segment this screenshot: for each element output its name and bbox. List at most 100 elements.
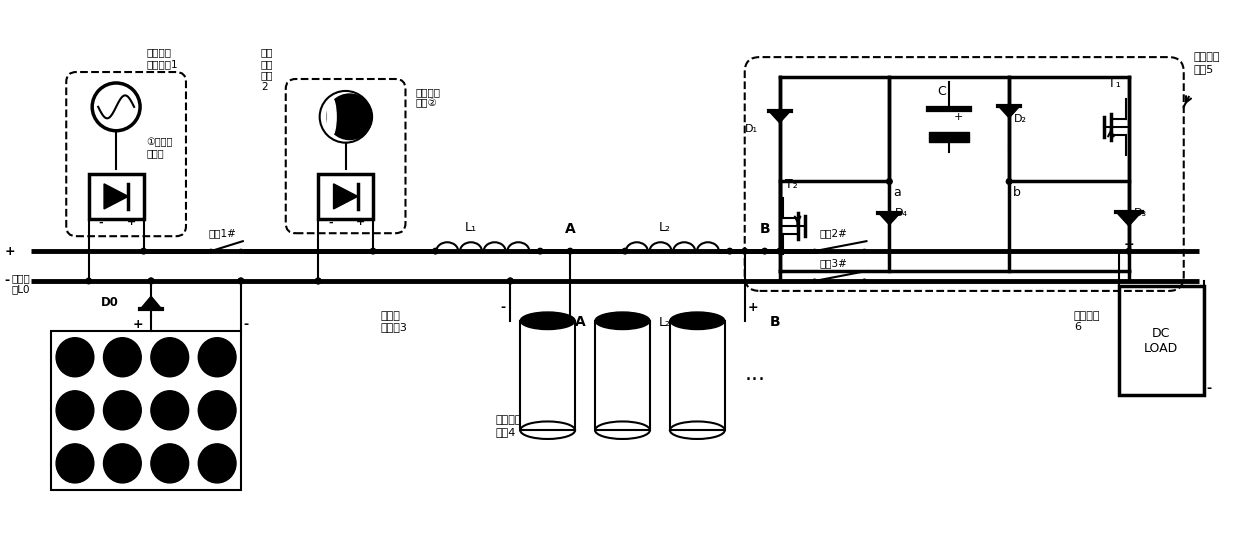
Circle shape bbox=[315, 278, 321, 284]
Text: 直流母
线L0: 直流母 线L0 bbox=[11, 273, 30, 295]
Text: D₁: D₁ bbox=[745, 124, 758, 134]
Polygon shape bbox=[998, 106, 1021, 118]
Ellipse shape bbox=[151, 338, 188, 377]
Bar bbox=[670, 321, 724, 430]
Text: DC
LOAD: DC LOAD bbox=[1145, 327, 1178, 355]
Text: 光伏发
电单元3: 光伏发 电单元3 bbox=[381, 311, 408, 332]
Circle shape bbox=[742, 249, 748, 254]
Bar bbox=[521, 321, 575, 430]
Polygon shape bbox=[1116, 212, 1142, 226]
Ellipse shape bbox=[151, 391, 188, 430]
Text: 开关2#: 开关2# bbox=[820, 228, 847, 238]
Circle shape bbox=[238, 278, 243, 284]
Ellipse shape bbox=[198, 391, 236, 430]
Circle shape bbox=[1007, 179, 1012, 184]
Text: +: + bbox=[955, 112, 963, 122]
Polygon shape bbox=[769, 111, 791, 123]
Polygon shape bbox=[878, 213, 900, 225]
Circle shape bbox=[149, 278, 154, 284]
Text: -: - bbox=[5, 274, 10, 288]
Text: 直流负载
6: 直流负载 6 bbox=[1074, 311, 1100, 332]
Bar bbox=[319, 174, 373, 219]
Circle shape bbox=[149, 278, 154, 284]
Text: 开关3#: 开关3# bbox=[820, 258, 847, 268]
Text: +: + bbox=[133, 318, 144, 331]
Circle shape bbox=[507, 278, 513, 284]
Bar bbox=[521, 321, 575, 430]
Circle shape bbox=[727, 249, 733, 254]
Text: L₂: L₂ bbox=[658, 316, 671, 329]
Ellipse shape bbox=[521, 312, 575, 329]
Text: 风力
发电
单元
2: 风力 发电 单元 2 bbox=[260, 47, 273, 92]
Ellipse shape bbox=[151, 444, 188, 483]
Text: b: b bbox=[1013, 186, 1021, 199]
Polygon shape bbox=[140, 296, 162, 310]
Text: C: C bbox=[937, 85, 946, 98]
Circle shape bbox=[812, 250, 816, 253]
Text: ···: ··· bbox=[745, 370, 766, 391]
Circle shape bbox=[86, 278, 92, 284]
Circle shape bbox=[622, 249, 627, 254]
Text: +: + bbox=[748, 301, 759, 314]
Polygon shape bbox=[104, 184, 128, 209]
Circle shape bbox=[433, 249, 438, 254]
Circle shape bbox=[812, 279, 816, 283]
Circle shape bbox=[887, 179, 893, 184]
Ellipse shape bbox=[103, 338, 141, 377]
Polygon shape bbox=[334, 184, 357, 209]
Circle shape bbox=[863, 279, 867, 283]
Text: -: - bbox=[1207, 382, 1211, 396]
Circle shape bbox=[210, 250, 213, 253]
Text: a: a bbox=[893, 186, 901, 199]
Ellipse shape bbox=[327, 98, 336, 136]
Circle shape bbox=[507, 278, 513, 284]
Bar bbox=[595, 321, 650, 430]
Circle shape bbox=[776, 249, 782, 254]
Text: +: + bbox=[1123, 238, 1135, 251]
Ellipse shape bbox=[103, 391, 141, 430]
Circle shape bbox=[537, 249, 543, 254]
Ellipse shape bbox=[198, 444, 236, 483]
Text: 稳压控制
电路5: 稳压控制 电路5 bbox=[1194, 52, 1220, 74]
Text: D₃: D₃ bbox=[1133, 208, 1147, 218]
Text: ①不可控
整流器: ①不可控 整流器 bbox=[146, 137, 172, 158]
Text: +: + bbox=[5, 245, 15, 258]
Text: L₁: L₁ bbox=[464, 221, 476, 234]
Circle shape bbox=[371, 249, 376, 254]
Text: T₁: T₁ bbox=[1107, 77, 1120, 90]
Circle shape bbox=[315, 278, 321, 284]
Ellipse shape bbox=[595, 312, 650, 329]
Text: 开关1#: 开关1# bbox=[208, 228, 237, 238]
Circle shape bbox=[239, 250, 243, 253]
Bar bbox=[51, 331, 241, 490]
Text: +: + bbox=[356, 217, 366, 227]
Ellipse shape bbox=[56, 338, 94, 377]
Text: A: A bbox=[575, 315, 585, 329]
Text: B: B bbox=[770, 315, 780, 329]
Text: +: + bbox=[126, 217, 135, 227]
Ellipse shape bbox=[670, 312, 724, 329]
Circle shape bbox=[863, 250, 867, 253]
Circle shape bbox=[141, 249, 146, 254]
Circle shape bbox=[761, 249, 768, 254]
Circle shape bbox=[1126, 249, 1132, 254]
Ellipse shape bbox=[198, 338, 236, 377]
Bar bbox=[89, 174, 144, 219]
Bar bbox=[1118, 286, 1204, 396]
Text: 单相交流
电网单元1: 单相交流 电网单元1 bbox=[146, 47, 177, 69]
Text: -: - bbox=[500, 301, 506, 314]
Text: 不可控整
流器②: 不可控整 流器② bbox=[415, 87, 440, 109]
Text: A: A bbox=[565, 222, 575, 236]
Bar bbox=[670, 321, 724, 430]
Ellipse shape bbox=[56, 391, 94, 430]
Text: B: B bbox=[760, 222, 770, 236]
Text: -: - bbox=[244, 318, 249, 331]
Text: 电池储能
单元4: 电池储能 单元4 bbox=[495, 415, 522, 437]
Circle shape bbox=[238, 278, 243, 284]
Ellipse shape bbox=[103, 444, 141, 483]
Text: -: - bbox=[329, 217, 334, 227]
Text: -: - bbox=[99, 217, 103, 227]
Ellipse shape bbox=[56, 444, 94, 483]
Text: D₂: D₂ bbox=[1014, 114, 1027, 124]
Text: D0: D0 bbox=[102, 296, 119, 309]
